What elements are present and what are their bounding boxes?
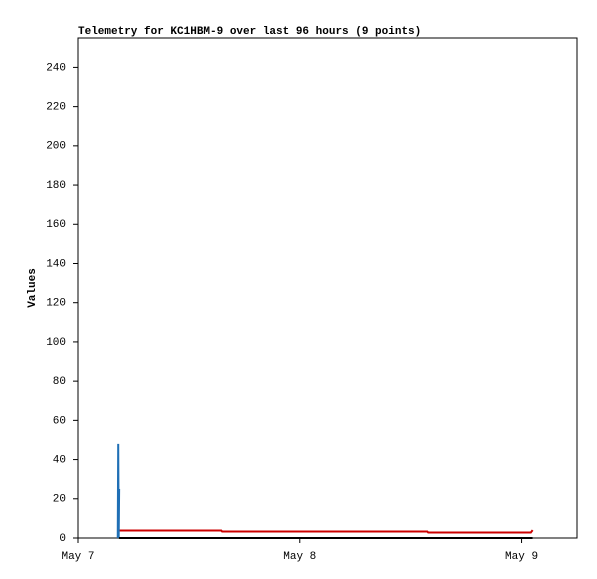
y-tick-label: 100 bbox=[46, 337, 66, 349]
y-tick-label: 0 bbox=[59, 533, 66, 545]
y-tick-label: 220 bbox=[46, 102, 66, 114]
y-tick-label: 40 bbox=[53, 454, 66, 466]
y-tick-label: 160 bbox=[46, 219, 66, 231]
y-tick-label: 240 bbox=[46, 62, 66, 74]
y-tick-label: 60 bbox=[53, 415, 66, 427]
series-line bbox=[118, 529, 534, 534]
y-tick-label: 20 bbox=[53, 494, 66, 506]
plot-frame bbox=[77, 37, 578, 539]
x-tick-label: May 8 bbox=[283, 551, 316, 563]
y-axis-label: Values bbox=[27, 268, 39, 308]
y-tick-label: 180 bbox=[46, 180, 66, 192]
y-tick-label: 200 bbox=[46, 141, 66, 153]
y-tick-label: 140 bbox=[46, 258, 66, 270]
chart-title: Telemetry for KC1HBM-9 over last 96 hour… bbox=[78, 26, 421, 38]
y-tick-label: 80 bbox=[53, 376, 66, 388]
series-line bbox=[116, 443, 121, 539]
x-tick-label: May 7 bbox=[61, 551, 94, 563]
y-tick-label: 120 bbox=[46, 298, 66, 310]
x-tick-label: May 9 bbox=[505, 551, 538, 563]
